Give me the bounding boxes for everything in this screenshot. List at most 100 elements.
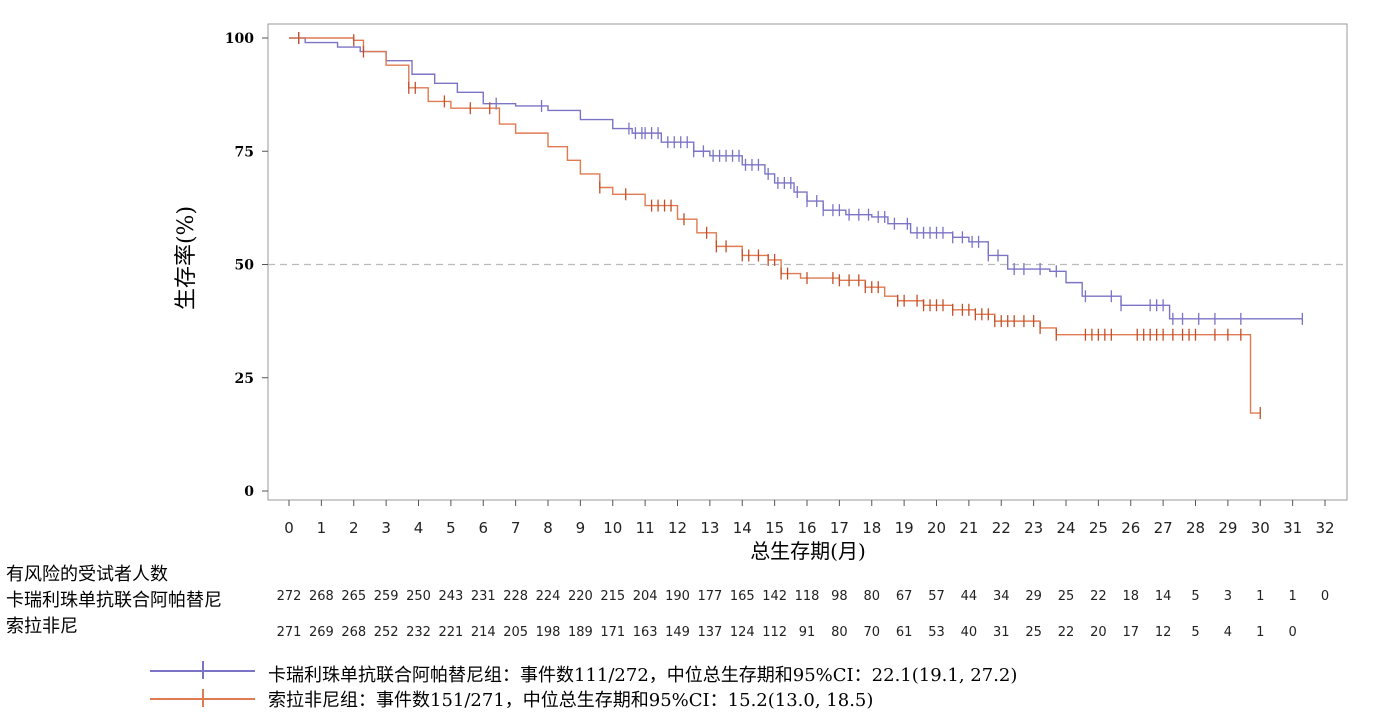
risk-count-arm2: 189 xyxy=(568,625,593,640)
risk-count-arm2: 25 xyxy=(1025,625,1042,640)
x-tick-label: 31 xyxy=(1283,519,1302,537)
risk-count-arm1: 177 xyxy=(697,589,722,604)
risk-count-arm2: 214 xyxy=(471,625,496,640)
risk-count-arm2: 112 xyxy=(762,625,787,640)
legend-tick-arm2 xyxy=(202,689,204,707)
risk-count-arm2: 171 xyxy=(600,625,625,640)
risk-count-arm1: 1 xyxy=(1288,589,1296,604)
risk-count-arm1: 98 xyxy=(831,589,848,604)
risk-count-arm2: 221 xyxy=(438,625,463,640)
x-tick-label: 21 xyxy=(959,519,978,537)
risk-count-arm1: 250 xyxy=(406,589,431,604)
risk-count-arm2: 61 xyxy=(896,625,913,640)
risk-table: 272 268 265 259 250 243 231 228 224 220 215 204 190 1… xyxy=(277,589,1330,640)
risk-count-arm1: 25 xyxy=(1058,589,1075,604)
risk-count-arm1: 268 xyxy=(309,589,334,604)
risk-count-arm1: 259 xyxy=(374,589,399,604)
risk-count-arm1: 29 xyxy=(1025,589,1042,604)
risk-count-arm1: 22 xyxy=(1090,589,1107,604)
y-tick-label: 75 xyxy=(235,144,254,160)
risk-count-arm1: 204 xyxy=(633,589,658,604)
risk-row-label-arm1: 卡瑞利珠单抗联合阿帕替尼 xyxy=(6,590,222,611)
risk-count-arm1: 190 xyxy=(665,589,690,604)
legend-label-arm1: 卡瑞利珠单抗联合阿帕替尼组：事件数111/272，中位总生存期和95%CI：22… xyxy=(268,665,1018,686)
risk-count-arm2: 163 xyxy=(633,625,658,640)
risk-count-arm1: 57 xyxy=(928,589,945,604)
x-tick-label: 5 xyxy=(446,519,456,537)
risk-count-arm1: 165 xyxy=(730,589,755,604)
x-tick-label: 12 xyxy=(668,519,687,537)
x-tick-label: 18 xyxy=(862,519,881,537)
risk-count-arm2: 70 xyxy=(863,625,880,640)
x-tick-label: 14 xyxy=(733,519,752,537)
x-tick-label: 8 xyxy=(543,519,553,537)
x-tick-label: 13 xyxy=(700,519,719,537)
x-tick-label: 20 xyxy=(927,519,946,537)
risk-count-arm1: 243 xyxy=(438,589,463,604)
risk-count-arm1: 142 xyxy=(762,589,787,604)
series-line-arm1 xyxy=(289,37,1303,320)
y-axis-label: 生存率(%) xyxy=(174,206,199,310)
risk-count-arm2: 0 xyxy=(1288,625,1296,640)
x-tick-label: 26 xyxy=(1121,519,1140,537)
risk-count-arm1: 231 xyxy=(471,589,496,604)
risk-count-arm1: 5 xyxy=(1191,589,1199,604)
risk-count-arm2: 124 xyxy=(730,625,755,640)
risk-count-arm2: 149 xyxy=(665,625,690,640)
x-tick-label: 15 xyxy=(765,519,784,537)
series-line-arm2 xyxy=(289,37,1261,414)
risk-count-arm1: 44 xyxy=(961,589,978,604)
risk-table-title: 有风险的受试者人数 xyxy=(6,564,168,585)
x-tick-label: 27 xyxy=(1154,519,1173,537)
x-tick-label: 6 xyxy=(478,519,488,537)
risk-count-arm2: 80 xyxy=(831,625,848,640)
risk-count-arm1: 14 xyxy=(1155,589,1172,604)
risk-count-arm2: 4 xyxy=(1224,625,1232,640)
x-tick-label: 10 xyxy=(603,519,622,537)
y-axis: 0 25 50 75 100 xyxy=(225,31,268,500)
risk-count-arm1: 18 xyxy=(1122,589,1139,604)
risk-count-arm2: 252 xyxy=(374,625,399,640)
x-tick-label: 24 xyxy=(1056,519,1075,537)
risk-count-arm2: 269 xyxy=(309,625,334,640)
legend-label-arm2: 索拉非尼组：事件数151/271，中位总生存期和95%CI：15.2(13.0,… xyxy=(268,690,874,711)
x-tick-label: 23 xyxy=(1024,519,1043,537)
x-tick-label: 2 xyxy=(349,519,359,537)
x-tick-label: 3 xyxy=(381,519,391,537)
risk-count-arm1: 80 xyxy=(863,589,880,604)
risk-count-arm1: 224 xyxy=(536,589,561,604)
risk-count-arm1: 215 xyxy=(600,589,625,604)
risk-count-arm1: 118 xyxy=(795,589,820,604)
x-axis: 0 1 2 3 4 5 6 7 8 9 10 11 12 13 14 15 16 17 18 19 20 21 22 23 24… xyxy=(284,500,1335,537)
risk-count-arm2: 31 xyxy=(993,625,1010,640)
risk-count-arm2: 268 xyxy=(341,625,366,640)
legend-tick-arm1 xyxy=(202,661,204,679)
x-tick-label: 28 xyxy=(1186,519,1205,537)
x-tick-label: 11 xyxy=(636,519,655,537)
y-tick-label: 25 xyxy=(235,371,254,387)
risk-count-arm2: 5 xyxy=(1191,625,1199,640)
x-tick-label: 32 xyxy=(1315,519,1334,537)
risk-count-arm1: 265 xyxy=(341,589,366,604)
risk-count-arm2: 91 xyxy=(799,625,816,640)
risk-count-arm2: 40 xyxy=(961,625,978,640)
risk-count-arm2: 137 xyxy=(697,625,722,640)
series-group xyxy=(289,32,1303,420)
x-tick-label: 19 xyxy=(895,519,914,537)
risk-count-arm1: 3 xyxy=(1224,589,1232,604)
risk-count-arm2: 22 xyxy=(1058,625,1075,640)
x-tick-label: 4 xyxy=(414,519,424,537)
x-tick-label: 22 xyxy=(992,519,1011,537)
risk-count-arm1: 228 xyxy=(503,589,528,604)
risk-count-arm1: 0 xyxy=(1321,589,1329,604)
x-tick-label: 17 xyxy=(830,519,849,537)
plot-frame xyxy=(267,23,1348,501)
risk-count-arm2: 271 xyxy=(277,625,302,640)
risk-count-arm2: 205 xyxy=(503,625,528,640)
risk-count-arm2: 20 xyxy=(1090,625,1107,640)
risk-row-label-arm2: 索拉非尼 xyxy=(6,616,78,637)
x-tick-label: 25 xyxy=(1089,519,1108,537)
x-tick-label: 0 xyxy=(284,519,294,537)
risk-count-arm2: 232 xyxy=(406,625,431,640)
